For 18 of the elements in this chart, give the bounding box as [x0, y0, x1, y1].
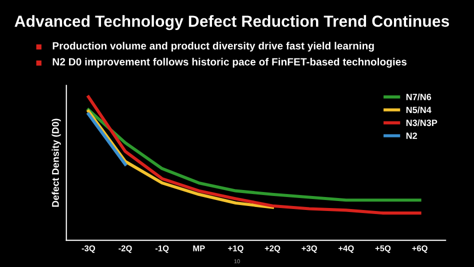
x-tick-label: +5Q	[375, 245, 391, 253]
text: Production volume and product diversity drive fast yield learning	[52, 42, 374, 52]
x-tick-label: +4Q	[338, 245, 354, 253]
legend-label: N3/N3P	[406, 119, 438, 126]
x-tick-label: MP	[193, 245, 205, 252]
x-tick-label: -1Q	[155, 245, 169, 253]
x-tick-label: +1Q	[228, 245, 244, 253]
y-axis-title: Defect Density (D0)	[52, 118, 61, 207]
legend-label: N2	[406, 132, 418, 139]
chart-title: Advanced Technology Defect Reduction Trend Continues	[14, 15, 450, 30]
text: N2 D0 improvement follows historic pace of FinFET-based technologies	[52, 58, 407, 68]
x-tick-label: +3Q	[302, 245, 317, 253]
x-tick-label: -3Q	[82, 245, 96, 253]
legend-label: N7/N6	[406, 94, 432, 100]
x-tick-label: -2Q	[118, 245, 132, 253]
legend-label: N5/N4	[406, 106, 432, 114]
x-tick-label: +2Q	[264, 245, 280, 253]
x-tick-label: +6Q	[412, 245, 428, 253]
